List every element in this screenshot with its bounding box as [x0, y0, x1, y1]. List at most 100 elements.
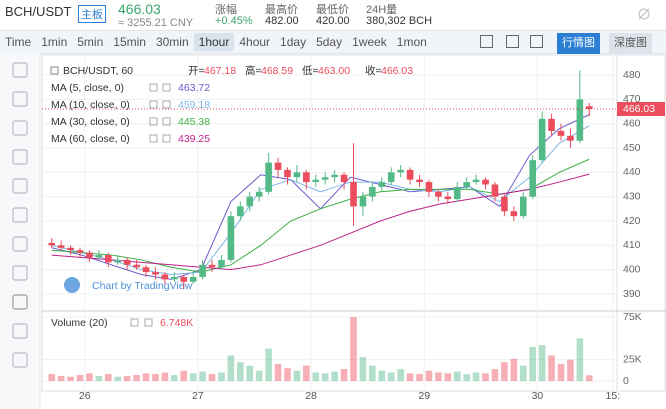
ma-legend-name: MA (30, close, 0)	[51, 116, 130, 128]
candle-body	[548, 118, 555, 131]
legend-icon	[162, 134, 171, 143]
view-button[interactable]: 深度图	[609, 33, 652, 54]
volume-bar	[86, 373, 93, 381]
interval-button[interactable]: Time	[5, 35, 32, 49]
legend-icon	[149, 134, 158, 143]
tool-icon[interactable]	[480, 35, 493, 48]
candle-body	[576, 99, 584, 141]
tool-icon[interactable]	[506, 35, 519, 48]
candle-body	[369, 186, 376, 197]
volume-bar	[274, 363, 282, 381]
candle-body	[340, 174, 348, 183]
candle-body	[529, 160, 536, 197]
volume-bar	[548, 355, 555, 381]
theme-icon[interactable]	[636, 6, 652, 22]
volume-bar	[189, 373, 197, 381]
volume-bar	[369, 365, 376, 381]
candle-body	[519, 196, 527, 217]
interval-button[interactable]: 1hour	[193, 33, 235, 51]
candle-body	[161, 274, 169, 280]
volume-bar	[425, 370, 433, 381]
interval-button[interactable]: 5day	[316, 35, 343, 49]
price: 466.03	[118, 1, 161, 17]
volume-bar	[255, 370, 263, 381]
ma-legend-name: MA (10, close, 0)	[51, 99, 130, 111]
draw-tool-icon[interactable]	[12, 149, 28, 165]
volume-bar	[416, 374, 423, 381]
legend-icon	[149, 100, 158, 109]
volume-bar	[199, 371, 206, 381]
candle-body	[425, 182, 433, 192]
board-tag[interactable]: 主板	[78, 5, 106, 23]
volume-bar	[133, 375, 140, 381]
ohlc-label: 开=	[188, 65, 205, 77]
candle-body	[567, 135, 574, 141]
ma-line	[51, 158, 590, 273]
volume-bar	[453, 371, 461, 381]
draw-tool-icon[interactable]	[12, 323, 28, 339]
draw-tool-icon[interactable]	[12, 352, 28, 368]
ohlc-value: 466.03	[381, 65, 413, 77]
interval-button[interactable]: 1min	[41, 35, 68, 49]
draw-tool-icon[interactable]	[12, 294, 28, 310]
candle-body	[114, 259, 122, 263]
draw-tool-icon[interactable]	[12, 62, 28, 78]
y-tick-label: 420	[623, 215, 641, 227]
legend-icon	[149, 83, 158, 92]
interval-button[interactable]: 1week	[352, 35, 387, 49]
tool-icon[interactable]	[530, 35, 543, 48]
stat-value: 420.00	[316, 15, 350, 27]
x-tick-label: 26	[79, 390, 91, 402]
ma-legend-name: MA (60, close, 0)	[51, 133, 130, 145]
candle-body	[378, 182, 386, 187]
volume-bar	[105, 374, 112, 381]
interval-button[interactable]: 5min	[77, 35, 104, 49]
candle-body	[472, 179, 480, 183]
x-tick-label: 28	[305, 390, 317, 402]
candle-body	[350, 182, 357, 207]
draw-tool-icon[interactable]	[12, 120, 28, 136]
view-button[interactable]: 行情图	[557, 33, 600, 54]
x-tick-label: 30	[532, 390, 544, 402]
candle-body	[463, 182, 470, 187]
volume-bar	[510, 358, 518, 381]
volume-bar	[76, 375, 84, 381]
candle-body	[284, 169, 291, 178]
volume-bar	[340, 369, 348, 381]
y-tick-label: 460	[623, 117, 641, 129]
candle-body	[482, 179, 489, 185]
volume-tick-label: 25K	[623, 353, 642, 365]
interval-button[interactable]: 1day	[280, 35, 307, 49]
y-tick-label: 440	[623, 166, 641, 178]
interval-button[interactable]: 1mon	[396, 35, 427, 49]
y-tick-label: 450	[623, 142, 641, 154]
volume-bar	[482, 373, 489, 381]
draw-tool-icon[interactable]	[12, 236, 28, 252]
left-toolbar	[0, 53, 40, 409]
candle-body	[133, 264, 140, 268]
volume-bar	[472, 372, 480, 381]
interval-button[interactable]: 4hour	[239, 35, 271, 49]
stat-label: 涨幅	[215, 4, 237, 16]
ohlc-label: 高=	[245, 64, 262, 77]
interval-button[interactable]: 15min	[113, 35, 146, 49]
ohlc-value: 468.59	[261, 65, 293, 77]
volume-bar	[406, 373, 414, 381]
candle-body	[48, 242, 56, 246]
candle-body	[510, 211, 518, 217]
draw-tool-icon[interactable]	[12, 265, 28, 281]
volume-bar	[312, 372, 320, 381]
interval-button[interactable]: 30min	[155, 35, 189, 49]
volume-value: 6.748K	[160, 317, 193, 329]
candle-body	[95, 255, 103, 258]
draw-tool-icon[interactable]	[12, 178, 28, 194]
volume-bar	[387, 372, 395, 381]
draw-tool-icon[interactable]	[12, 91, 28, 107]
candle-body	[105, 255, 112, 263]
volume-bar	[284, 368, 291, 381]
volume-bar	[538, 345, 546, 381]
candle-body	[406, 169, 414, 180]
draw-tool-icon[interactable]	[12, 207, 28, 223]
